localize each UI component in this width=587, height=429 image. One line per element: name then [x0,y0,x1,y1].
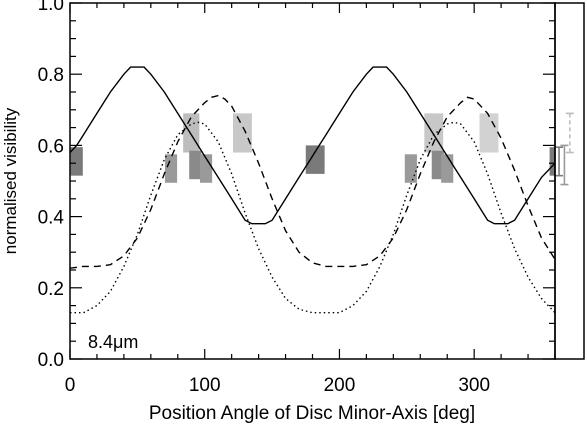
series-line-dashed [70,94,555,269]
measurement-box-4 [200,154,213,183]
measurement-box-5 [233,113,252,153]
measurement-box-7 [404,154,417,183]
measurement-box-6 [305,145,325,174]
x-tick-label: 0 [65,375,76,396]
measurement-box-10 [441,154,454,183]
y-tick-label: 1.0 [38,0,64,15]
y-tick-label: 0.2 [38,279,64,300]
x-tick-label: 100 [189,375,221,396]
side-panel-frame [554,2,585,360]
x-tick-label: 200 [324,375,356,396]
y-tick-label: 0.4 [38,208,65,229]
x-axis-label: Position Angle of Disc Minor-Axis [deg] [149,403,475,424]
x-tick-label: 300 [458,375,490,396]
measurement-box-1 [164,154,178,183]
annotation-label: 8.4μm [88,332,138,352]
error-bar-1 [560,144,569,186]
error-bar-2 [565,112,574,154]
measurement-box-9 [431,150,444,180]
series-line-solid [70,66,555,225]
y-tick-label: 0.8 [38,65,64,86]
error-bar-0 [555,146,564,177]
axis-ticks: 0 100 200 300 0.0 0.2 0.4 0.6 0.8 1.0 [38,0,556,396]
y-axis-label: normalised visibility [1,107,20,254]
y-tick-label: 0.0 [38,350,64,371]
measurement-box-3 [189,150,202,180]
overlay [555,112,574,186]
measurement-box-11 [479,113,499,153]
measurement-box-2 [183,113,200,153]
plot-frame [69,2,556,360]
measurement-box-0 [70,147,83,176]
plot-area [70,66,555,314]
measurement-box-12 [549,147,555,176]
y-tick-label: 0.6 [38,136,64,157]
